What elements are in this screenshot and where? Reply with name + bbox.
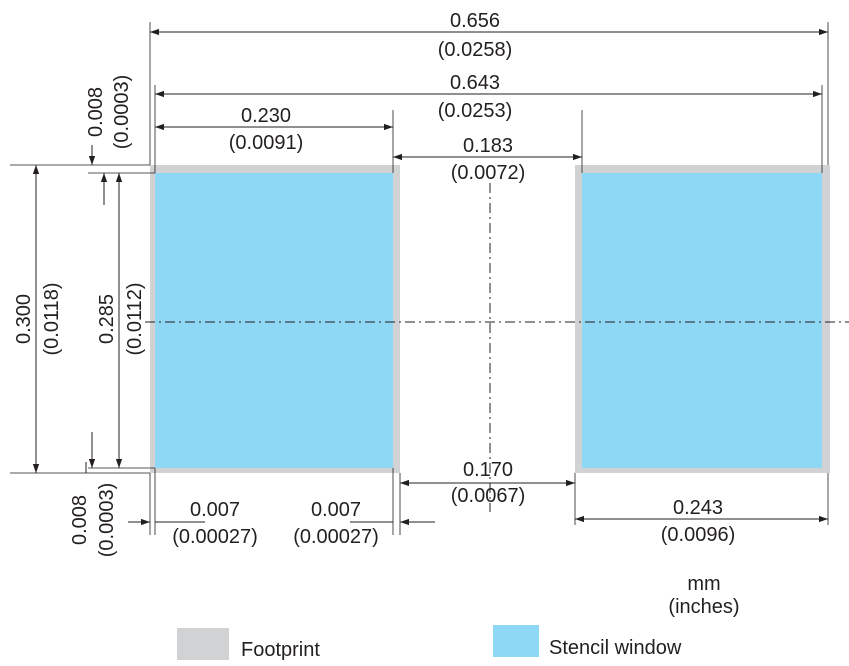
pad-gap-mm: 0.183 [463, 135, 513, 157]
legend-footprint-label: Footprint [241, 639, 320, 661]
right-stencil-window [582, 173, 822, 468]
stencil-height-in: (0.0112) [124, 282, 146, 355]
legend-stencil-label: Stencil window [549, 637, 682, 659]
left-stencil-window [155, 173, 393, 468]
stencil-span-mm: 0.643 [450, 72, 500, 94]
stencil-width-mm: 0.243 [673, 497, 723, 519]
left-inset-in: (0.00027) [172, 526, 258, 548]
left-inset-mm: 0.007 [190, 499, 240, 521]
bottom-offset-in: (0.0003) [96, 483, 118, 558]
stencil-gap-mm: 0.170 [463, 459, 513, 481]
right-inset-mm: 0.007 [311, 499, 361, 521]
bottom-offset-mm: 0.008 [69, 495, 91, 545]
right-inset-in: (0.00027) [293, 526, 379, 548]
pad-width-mm: 0.230 [241, 105, 291, 127]
legend: Footprint Stencil window [177, 625, 682, 661]
stencil-span-in: (0.0253) [438, 100, 513, 122]
top-offset-in: (0.0003) [111, 75, 133, 150]
pad-width-in: (0.0091) [229, 132, 304, 154]
right-pad [575, 165, 830, 473]
overall-width-in: (0.0258) [438, 39, 513, 61]
legend-footprint-swatch [177, 628, 229, 660]
pad-height-in: (0.0118) [41, 282, 63, 355]
stencil-height-mm: 0.285 [96, 294, 118, 344]
stencil-width-in: (0.0096) [661, 524, 736, 546]
stencil-gap-in: (0.0067) [451, 485, 526, 507]
legend-stencil-swatch [493, 625, 539, 657]
overall-width-mm: 0.656 [450, 10, 500, 32]
left-pad [150, 165, 400, 473]
pad-gap-in: (0.0072) [451, 162, 526, 184]
pad-height-mm: 0.300 [13, 294, 35, 344]
top-offset-mm: 0.008 [85, 87, 107, 137]
unit-primary: mm [687, 573, 720, 595]
unit-secondary: (inches) [668, 596, 739, 618]
